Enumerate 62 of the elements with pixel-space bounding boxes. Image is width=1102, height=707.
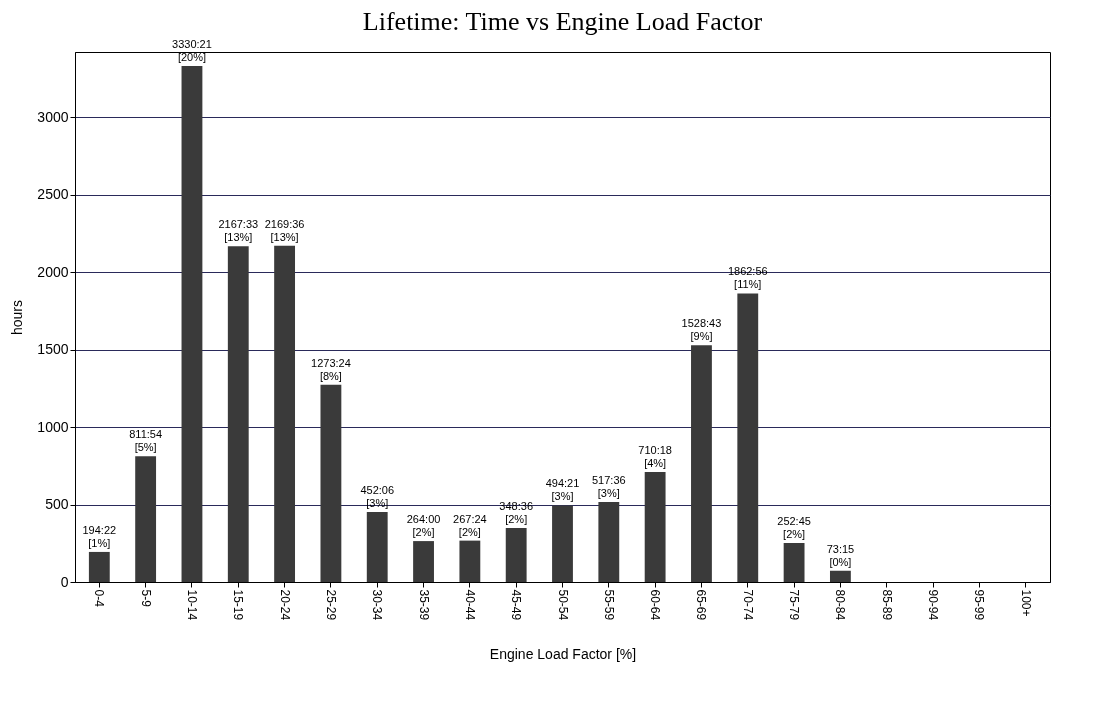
data-label: 1273:24 [8%] bbox=[311, 356, 351, 382]
bar bbox=[274, 245, 296, 582]
x-tick-label: 45-49 bbox=[509, 589, 524, 621]
y-tick-label: 2000 bbox=[37, 263, 69, 280]
y-tick-label: 2500 bbox=[37, 186, 69, 203]
x-tick-label: 75-79 bbox=[787, 589, 802, 621]
data-label: 3330:21 [20%] bbox=[172, 37, 212, 63]
bar bbox=[691, 345, 712, 582]
bar bbox=[552, 505, 573, 582]
x-tick-label: 85-89 bbox=[879, 589, 894, 621]
x-tick-label: 30-34 bbox=[370, 589, 385, 621]
data-label: 252:45 [2%] bbox=[777, 514, 811, 540]
data-label: 811:54 [5%] bbox=[129, 428, 163, 454]
data-label: 264:00 [2%] bbox=[406, 513, 441, 539]
x-tick-label: 90-94 bbox=[926, 589, 941, 621]
bar bbox=[181, 65, 203, 582]
x-tick-label: 5-9 bbox=[138, 589, 153, 608]
data-label: 2169:36 [13%] bbox=[264, 217, 305, 243]
bar bbox=[829, 570, 851, 582]
bar bbox=[413, 541, 434, 582]
y-tick-label: 1000 bbox=[37, 418, 69, 435]
y-tick-label: 3000 bbox=[37, 108, 69, 125]
x-tick-label: 80-84 bbox=[833, 589, 848, 621]
x-tick-label: 10-14 bbox=[184, 589, 199, 621]
x-tick-label: 20-24 bbox=[277, 589, 292, 621]
x-tick-label: 50-54 bbox=[555, 589, 570, 621]
x-tick-label: 25-29 bbox=[323, 589, 338, 621]
bar bbox=[644, 471, 666, 582]
x-tick-label: 100+ bbox=[1018, 589, 1033, 617]
bar bbox=[737, 293, 759, 582]
data-label: 73:15 [0%] bbox=[826, 542, 855, 568]
data-label: 267:24 [2%] bbox=[453, 512, 487, 538]
x-tick-label: 35-39 bbox=[416, 589, 431, 621]
bar bbox=[459, 540, 481, 582]
bar bbox=[505, 528, 527, 582]
y-tick-label: 500 bbox=[45, 496, 69, 513]
chart-title: Lifetime: Time vs Engine Load Factor bbox=[362, 6, 763, 36]
y-axis-title: hours bbox=[9, 299, 26, 336]
x-tick-label: 55-59 bbox=[601, 589, 616, 621]
bar bbox=[783, 542, 805, 582]
data-label: 2167:33 [13%] bbox=[218, 218, 259, 244]
bar bbox=[366, 511, 388, 582]
x-tick-label: 65-69 bbox=[694, 589, 709, 621]
y-tick-label: 0 bbox=[60, 573, 69, 590]
x-tick-label: 70-74 bbox=[740, 589, 755, 621]
bar bbox=[88, 551, 110, 582]
x-tick-label: 95-99 bbox=[972, 589, 987, 621]
data-label: 1528:43 [9%] bbox=[681, 317, 722, 343]
x-tick-label: 15-19 bbox=[231, 589, 246, 621]
data-label: 710:18 [4%] bbox=[638, 443, 672, 469]
data-label: 517:36 [3%] bbox=[591, 473, 626, 499]
x-tick-label: 60-64 bbox=[648, 589, 663, 621]
bar bbox=[227, 246, 249, 582]
bar bbox=[598, 501, 620, 582]
x-tick-label: 40-44 bbox=[462, 589, 477, 621]
data-label: 494:21 [3%] bbox=[545, 477, 580, 503]
x-axis-title: Engine Load Factor [%] bbox=[489, 646, 637, 663]
y-tick-label: 1500 bbox=[37, 341, 69, 358]
x-tick-label: 0-4 bbox=[92, 589, 107, 608]
bar bbox=[135, 456, 157, 582]
data-label: 194:22 [1%] bbox=[82, 523, 117, 549]
bar bbox=[320, 384, 342, 582]
